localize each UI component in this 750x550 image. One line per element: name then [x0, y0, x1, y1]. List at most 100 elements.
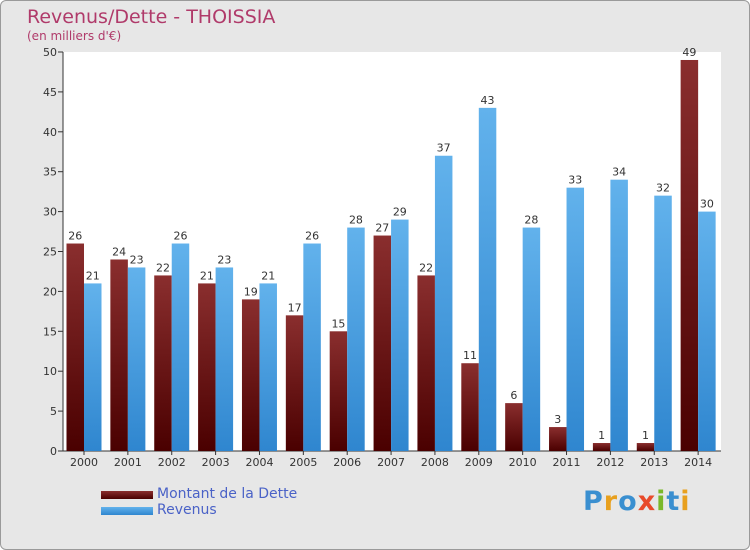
bar-revenus	[259, 283, 277, 451]
data-label-revenus: 26	[305, 230, 319, 243]
bar-dette	[636, 443, 655, 451]
bar-dette	[110, 259, 128, 451]
x-tick-label: 2013	[640, 456, 668, 469]
x-tick-label: 2003	[202, 456, 230, 469]
data-label-dette: 24	[112, 245, 126, 258]
bar-revenus	[654, 195, 672, 451]
bar-dette	[680, 59, 699, 451]
logo-letter: r	[603, 486, 619, 517]
data-label-dette: 11	[463, 349, 477, 362]
data-label-revenus: 23	[217, 253, 231, 266]
bar-revenus	[215, 267, 234, 451]
data-label-revenus: 28	[524, 214, 538, 227]
bar-dette	[592, 443, 611, 451]
x-tick-label: 2011	[553, 456, 581, 469]
logo-letter: i	[656, 486, 667, 517]
data-label-revenus: 30	[700, 198, 714, 211]
bar-dette	[66, 243, 84, 451]
x-tick-label: 2001	[114, 456, 142, 469]
data-label-dette: 22	[156, 261, 170, 274]
proxiti-logo: Proxiti	[583, 486, 691, 517]
x-tick-label: 2000	[70, 456, 98, 469]
data-label-dette: 6	[510, 389, 517, 402]
bar-dette	[154, 275, 172, 451]
bar-revenus	[171, 243, 190, 451]
data-label-revenus: 34	[612, 166, 626, 179]
data-label-revenus: 21	[86, 269, 100, 282]
y-tick-label: 35	[43, 166, 57, 179]
axis-layer: 0 5 10 15 20 25 30 35 40 45 50 2000 2001 2002 2003 2004…	[43, 46, 721, 469]
data-label-revenus: 29	[393, 206, 407, 219]
y-tick-label: 30	[43, 206, 57, 219]
bars-layer	[66, 59, 716, 452]
data-label-dette: 27	[375, 222, 389, 235]
x-tick-label: 2005	[289, 456, 317, 469]
y-tick-label: 0	[50, 445, 57, 458]
data-label-revenus: 32	[656, 182, 670, 195]
y-tick-label: 45	[43, 86, 57, 99]
bar-revenus	[391, 219, 409, 451]
data-label-revenus: 43	[481, 94, 495, 107]
bar-dette	[198, 283, 216, 451]
bar-revenus	[127, 267, 146, 451]
data-label-dette: 3	[554, 413, 561, 426]
legend-swatch-revenus	[101, 507, 153, 515]
logo-letter: x	[637, 486, 657, 517]
data-label-dette: 1	[642, 429, 649, 442]
x-tick-label: 2008	[421, 456, 449, 469]
logo-letter: P	[583, 486, 604, 517]
data-label-dette: 17	[288, 301, 302, 314]
data-label-revenus: 21	[261, 269, 275, 282]
logo-letter: i	[680, 486, 691, 517]
data-label-dette: 1	[598, 429, 605, 442]
bar-dette	[285, 315, 304, 451]
legend-label-revenus: Revenus	[157, 502, 217, 518]
bar-dette	[505, 403, 523, 451]
y-tick-label: 40	[43, 126, 57, 139]
data-label-dette: 49	[682, 46, 696, 59]
bar-revenus	[347, 227, 365, 451]
labels-layer: 2621242322262123192117261528272922371143…	[68, 46, 714, 442]
bar-dette	[241, 299, 260, 451]
data-label-dette: 21	[200, 269, 214, 282]
bar-revenus	[522, 227, 541, 451]
legend-swatch-dette	[101, 491, 153, 499]
data-label-dette: 19	[244, 285, 258, 298]
y-tick-label: 25	[43, 246, 57, 259]
data-label-dette: 26	[68, 230, 82, 243]
bar-revenus	[610, 179, 628, 451]
data-label-revenus: 37	[437, 142, 451, 155]
legend-label-dette: Montant de la Dette	[157, 486, 298, 502]
x-tick-label: 2014	[684, 456, 712, 469]
logo-letter: o	[618, 486, 638, 517]
bar-revenus	[303, 243, 321, 451]
bar-dette	[417, 275, 435, 451]
bar-dette	[461, 363, 479, 451]
logo-letter: t	[666, 486, 681, 517]
y-tick-label: 50	[43, 46, 57, 59]
data-label-revenus: 26	[173, 230, 187, 243]
y-tick-label: 15	[43, 325, 57, 338]
bar-revenus	[478, 107, 497, 452]
x-tick-label: 2012	[596, 456, 624, 469]
y-tick-label: 5	[50, 405, 57, 418]
bar-revenus	[566, 187, 585, 451]
data-label-dette: 22	[419, 261, 433, 274]
bar-revenus	[84, 283, 102, 451]
bar-dette	[549, 427, 567, 451]
bar-dette	[373, 235, 392, 451]
x-tick-label: 2006	[333, 456, 361, 469]
data-label-revenus: 23	[130, 253, 144, 266]
x-tick-label: 2009	[465, 456, 493, 469]
x-tick-label: 2004	[245, 456, 273, 469]
chart-title: Revenus/Dette - THOISSIA	[27, 6, 276, 28]
data-label-dette: 15	[331, 317, 345, 330]
y-tick-label: 10	[43, 365, 57, 378]
bar-revenus	[698, 211, 716, 451]
x-tick-label: 2010	[509, 456, 537, 469]
data-label-revenus: 28	[349, 214, 363, 227]
bar-dette	[329, 331, 348, 451]
y-tick-label: 20	[43, 285, 57, 298]
